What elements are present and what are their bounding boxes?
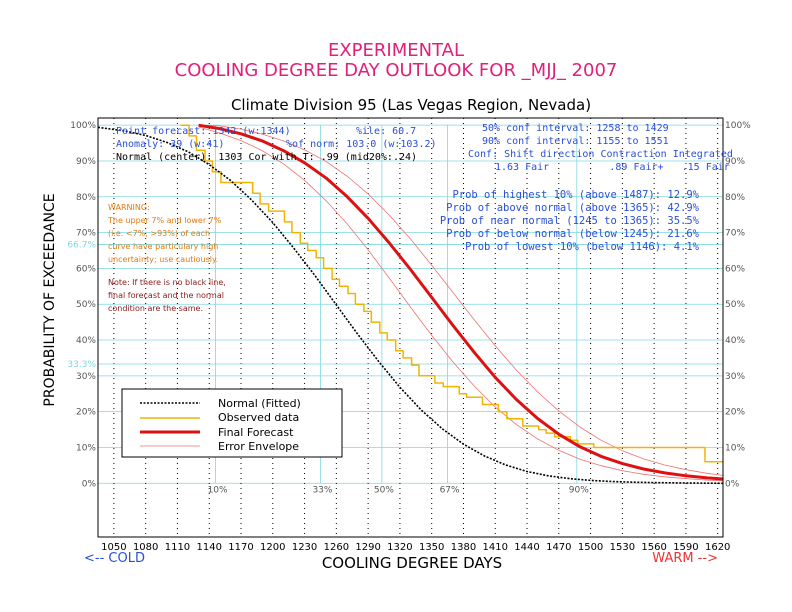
- prob-below-normal: Prob of below normal (below 1245): 21.6%: [446, 228, 700, 240]
- note-line-1: Note: If there is no black line,: [108, 278, 226, 287]
- warning-block: WARNING: The upper 7% and lower 7% (i.e.…: [107, 203, 222, 264]
- x-tick-label-1: 1080: [133, 542, 158, 553]
- prob-line-label-0: 66.7%: [67, 240, 96, 250]
- series-normal-fitted: [97, 126, 724, 485]
- note-block: Note: If there is no black line, final f…: [108, 278, 226, 313]
- y-tick-label-left-3: 30%: [76, 372, 96, 382]
- stat-pct-normal: %of norm: 103.0 (w:103.2): [286, 139, 437, 150]
- legend-label-envelope: Error Envelope: [218, 440, 299, 453]
- y-tick-label-left-6: 60%: [76, 264, 96, 274]
- x-tick-label-6: 1230: [292, 542, 317, 553]
- warning-line-4: curve have particulary high: [108, 242, 218, 251]
- y-tick-label-right-10: 100%: [725, 121, 751, 131]
- x-tick-label-11: 1380: [451, 542, 476, 553]
- legend-label-forecast: Final Forecast: [218, 426, 294, 439]
- x-tick-label-0: 1050: [101, 542, 126, 553]
- y-tick-label-right-2: 20%: [725, 408, 745, 418]
- stat-normal-center: Normal (center): 1303 Cor with T: .99 (m…: [116, 152, 417, 163]
- y-tick-label-right-3: 30%: [725, 372, 745, 382]
- subtitle-division: Climate Division 95 (Las Vegas Region, N…: [231, 96, 591, 114]
- x-tick-label-5: 1200: [260, 542, 285, 553]
- x-tick-label-3: 1140: [197, 542, 222, 553]
- stat-conf90: 90% conf interval: 1155 to 1551: [482, 136, 669, 147]
- stat-conf-values: 1.63 Fair .89 Fair+ .15 Fair: [495, 162, 730, 173]
- tick-layer: 0% 0% 10% 10% 20% 20% 30% 30% 40% 40% 50% 50% 60% 60%…: [70, 121, 751, 553]
- stat-anomaly: Anomaly: 39 (w:41): [116, 139, 224, 150]
- x-tick-label-4: 1170: [228, 542, 253, 553]
- warning-line-5: uncertainty; use cautiously.: [108, 255, 218, 264]
- x-tick-label-19: 1620: [705, 542, 730, 553]
- percentile-label-1: 33%: [312, 485, 332, 495]
- percentile-label-2: 50%: [374, 485, 394, 495]
- y-axis-title: PROBABILITY OF EXCEEDANCE: [42, 193, 58, 406]
- stat-conf50: 50% conf interval: 1258 to 1429: [482, 123, 669, 134]
- x-tick-label-8: 1290: [355, 542, 380, 553]
- x-tick-label-10: 1350: [419, 542, 444, 553]
- prob-highest-10: Prob of highest 10% (above 1487): 12.9%: [452, 189, 699, 201]
- legend: Normal (Fitted) Observed data Final Fore…: [121, 388, 343, 458]
- cold-label: <-- COLD: [84, 551, 145, 566]
- plot-frame: [97, 117, 724, 538]
- warning-line-1: WARNING:: [108, 203, 150, 212]
- x-tick-label-12: 1410: [483, 542, 508, 553]
- x-tick-label-17: 1560: [641, 542, 666, 553]
- percentile-lines: 66.7% 33.3% 10% 33% 50% 67% 90%: [67, 125, 723, 495]
- x-tick-label-9: 1320: [387, 542, 412, 553]
- y-tick-label-right-1: 10%: [725, 443, 745, 453]
- warning-line-2: The upper 7% and lower 7%: [107, 216, 222, 225]
- y-tick-label-left-1: 10%: [76, 443, 96, 453]
- warning-line-3: (i.e. <7%, >93%) of each: [108, 229, 210, 238]
- stats-block: Point forecast: 1342 (w:1344) %ile: 60.7…: [116, 123, 733, 173]
- y-tick-label-right-7: 70%: [725, 229, 745, 239]
- series-final-forecast: [198, 123, 724, 481]
- series-layer: [97, 123, 724, 485]
- x-axis-title: COOLING DEGREE DAYS: [322, 554, 502, 572]
- percentile-label-3: 67%: [440, 485, 460, 495]
- x-tick-label-14: 1470: [546, 542, 571, 553]
- title-outlook: COOLING DEGREE DAY OUTLOOK FOR _MJJ_ 200…: [175, 60, 618, 81]
- series-error-envelope-upper: [198, 124, 724, 476]
- percentile-label-4: 90%: [569, 485, 589, 495]
- prob-line-label-1: 33.3%: [67, 360, 96, 370]
- y-tick-label-right-9: 90%: [725, 157, 745, 167]
- y-tick-label-left-8: 80%: [76, 193, 96, 203]
- y-tick-label-left-7: 70%: [76, 229, 96, 239]
- prob-lowest-10: Prob of lowest 10% (below 1146): 4.1%: [465, 241, 700, 253]
- x-tick-label-16: 1530: [610, 542, 635, 553]
- y-tick-label-left-2: 20%: [76, 408, 96, 418]
- stat-percentile: %ile: 60.7: [356, 126, 416, 137]
- y-tick-label-right-8: 80%: [725, 193, 745, 203]
- prob-near-normal: Prob of near normal (1245 to 1365): 35.5…: [440, 215, 700, 227]
- x-tick-label-18: 1590: [673, 542, 698, 553]
- grid-layer: [98, 118, 723, 537]
- title-experimental: EXPERIMENTAL: [328, 40, 464, 61]
- series-observed-data: [180, 124, 723, 463]
- y-tick-label-left-10: 100%: [70, 121, 96, 131]
- y-tick-label-left-9: 90%: [76, 157, 96, 167]
- percentile-label-0: 10%: [208, 485, 228, 495]
- y-tick-label-right-5: 50%: [725, 300, 745, 310]
- series-error-envelope-lower: [198, 126, 724, 482]
- y-tick-label-right-4: 40%: [725, 336, 745, 346]
- y-tick-label-left-4: 40%: [76, 336, 96, 346]
- stat-point-forecast: Point forecast: 1342 (w:1344): [116, 126, 291, 137]
- x-tick-label-7: 1260: [324, 542, 349, 553]
- probability-block: Prob of highest 10% (above 1487): 12.9% …: [440, 189, 700, 253]
- stat-conf-header: Conf: Shift direction Contraction Integr…: [468, 149, 733, 160]
- x-tick-label-13: 1440: [514, 542, 539, 553]
- y-tick-label-left-0: 0%: [82, 479, 97, 489]
- y-tick-label-left-5: 50%: [76, 300, 96, 310]
- legend-label-observed: Observed data: [218, 411, 299, 424]
- y-tick-label-right-6: 60%: [725, 264, 745, 274]
- note-line-3: condition are the same.: [108, 304, 203, 313]
- legend-label-normal: Normal (Fitted): [218, 397, 301, 410]
- warm-label: WARM -->: [652, 551, 718, 566]
- note-line-2: final forecast and the normal: [108, 291, 224, 300]
- x-tick-label-15: 1500: [578, 542, 603, 553]
- prob-above-normal: Prob of above normal (above 1365): 42.9%: [446, 202, 700, 214]
- x-tick-label-2: 1110: [165, 542, 190, 553]
- y-tick-label-right-0: 0%: [725, 479, 740, 489]
